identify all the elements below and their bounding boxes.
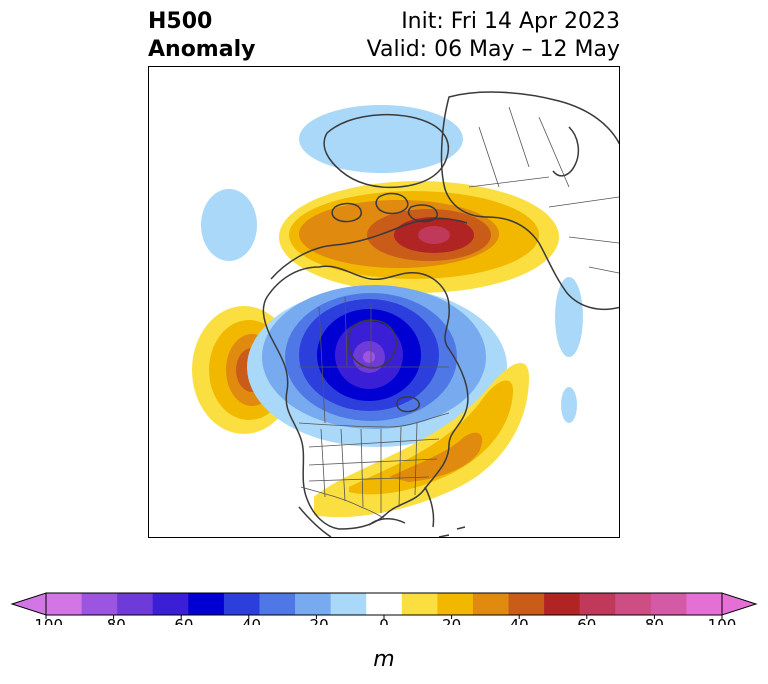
colorbar-tick-label: -20 [304, 616, 329, 625]
colorbar-segment [366, 593, 403, 615]
colorbar-tick-label: 80 [645, 616, 664, 625]
colorbar-segment [401, 593, 438, 615]
colorbar-unit-label: m [373, 647, 395, 672]
colorbar-segment [686, 593, 723, 615]
colorbar-segment [330, 593, 367, 615]
colorbar-segment [295, 593, 332, 615]
coastlines [262, 91, 619, 537]
colorbar-segment [46, 593, 83, 615]
colorbar-segment [188, 593, 225, 615]
colorbar-tick-label: -80 [101, 616, 126, 625]
colorbar-segment [437, 593, 474, 615]
anomaly-shading [192, 105, 583, 518]
colorbar-segment [223, 593, 260, 615]
map-svg [192, 91, 619, 537]
colorbar-tick-label: -60 [169, 616, 194, 625]
colorbar-segment [544, 593, 581, 615]
colorbar-segment [508, 593, 545, 615]
colorbar-segment [615, 593, 652, 615]
colorbar-tick-label: 40 [510, 616, 529, 625]
title-right: Init: Fri 14 Apr 2023 Valid: 06 May – 12… [367, 8, 620, 64]
colorbar-segment [472, 593, 510, 615]
colorbar-tick-label: -100 [29, 616, 63, 625]
colorbar-segment [259, 593, 296, 615]
colorbar-segment [650, 593, 687, 615]
colorbar-arrow-right [721, 592, 758, 616]
colorbar-segment [579, 593, 616, 615]
colorbar: -100 -80 -60 -40 -20 0 20 40 60 80 100 [10, 592, 758, 625]
title-init: Init: Fri 14 Apr 2023 [401, 9, 620, 34]
anomaly-map [148, 66, 620, 538]
colorbar-tick-label: 60 [577, 616, 596, 625]
political-borders [298, 106, 619, 520]
colorbar-arrow-left [10, 592, 47, 616]
title-field: Anomaly [148, 37, 256, 62]
colorbar-tick-label: -40 [237, 616, 262, 625]
title-left: H500 Anomaly [148, 8, 255, 64]
colorbar-tick-label: 20 [442, 616, 461, 625]
title-valid: Valid: 06 May – 12 May [366, 37, 620, 62]
title-variable: H500 [148, 9, 213, 34]
colorbar-segment [81, 593, 118, 615]
colorbar-tick-label: 100 [708, 616, 737, 625]
colorbar-segments [10, 592, 758, 616]
colorbar-tick-label: 0 [379, 616, 389, 625]
colorbar-ticks: -100 -80 -60 -40 -20 0 20 40 60 80 100 [29, 615, 736, 625]
colorbar-segment [117, 593, 154, 615]
colorbar-segment [152, 593, 189, 615]
